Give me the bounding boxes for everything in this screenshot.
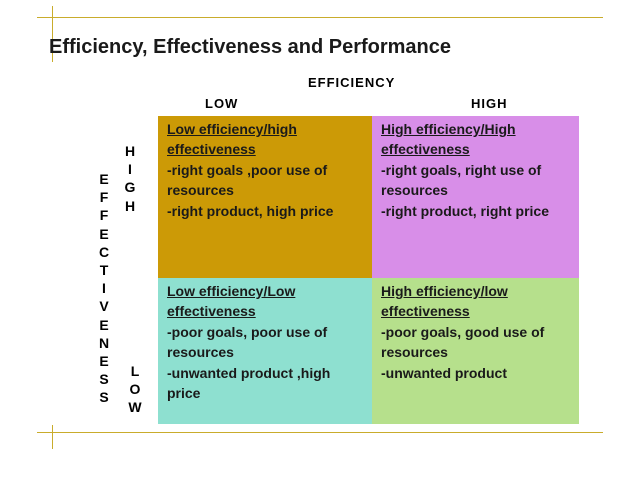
axis-letter: O (129, 381, 141, 398)
axis-letter: V (99, 298, 109, 315)
x-axis-label: EFFICIENCY (308, 75, 396, 90)
quadrant-point: -right product, right price (381, 203, 549, 219)
axis-letter: C (98, 243, 110, 260)
axis-letter: H (124, 143, 136, 159)
top-rule (37, 17, 603, 18)
axis-letter: S (99, 389, 109, 406)
quadrant-point: -unwanted product ,high price (167, 365, 331, 401)
quadrant-point: -right product, high price (167, 203, 334, 219)
quadrant-heading: Low efficiency/high effectiveness (167, 121, 297, 157)
quadrant-point: -right goals, right use of resources (381, 162, 542, 198)
x-axis-high-label: HIGH (471, 96, 508, 111)
quadrant-point: -right goals ,poor use of resources (167, 162, 328, 198)
axis-letter: F (99, 207, 109, 224)
axis-letter: I (128, 161, 132, 178)
axis-letter: E (99, 225, 109, 242)
axis-letter: S (99, 371, 109, 388)
axis-letter: L (130, 363, 140, 379)
axis-letter: G (124, 179, 136, 196)
axis-letter: E (99, 171, 109, 187)
quadrant-low-efficiency-low-effectiveness: Low efficiency/Low effectiveness -poor g… (158, 278, 372, 424)
axis-letter: F (99, 189, 109, 206)
axis-letter: H (124, 197, 136, 214)
axis-letter: E (99, 353, 109, 370)
quadrant-heading: High efficiency/High effectiveness (381, 121, 516, 157)
axis-letter: T (99, 262, 109, 279)
quadrant-point: -poor goals, good use of resources (381, 324, 545, 360)
bottom-rule (37, 432, 603, 433)
axis-letter: I (102, 280, 106, 297)
axis-letter: W (128, 399, 142, 416)
x-axis-low-label: LOW (205, 96, 239, 111)
axis-letter: N (98, 334, 110, 351)
quadrant-high-efficiency-low-effectiveness: High efficiency/low effectiveness -poor … (372, 278, 579, 424)
axis-letter: E (99, 316, 109, 333)
quadrant-high-efficiency-high-effectiveness: High efficiency/High effectiveness -righ… (372, 116, 579, 278)
quadrant-point: -poor goals, poor use of resources (167, 324, 328, 360)
slide-title: Efficiency, Effectiveness and Performanc… (49, 36, 452, 58)
quadrant-low-efficiency-high-effectiveness: Low efficiency/high effectiveness -right… (158, 116, 372, 278)
bottom-rule-tick (52, 425, 53, 449)
left-rule (52, 6, 53, 62)
quadrant-point: -unwanted product (381, 365, 507, 381)
quadrant-heading: High efficiency/low effectiveness (381, 283, 508, 319)
quadrant-heading: Low efficiency/Low effectiveness (167, 283, 296, 319)
